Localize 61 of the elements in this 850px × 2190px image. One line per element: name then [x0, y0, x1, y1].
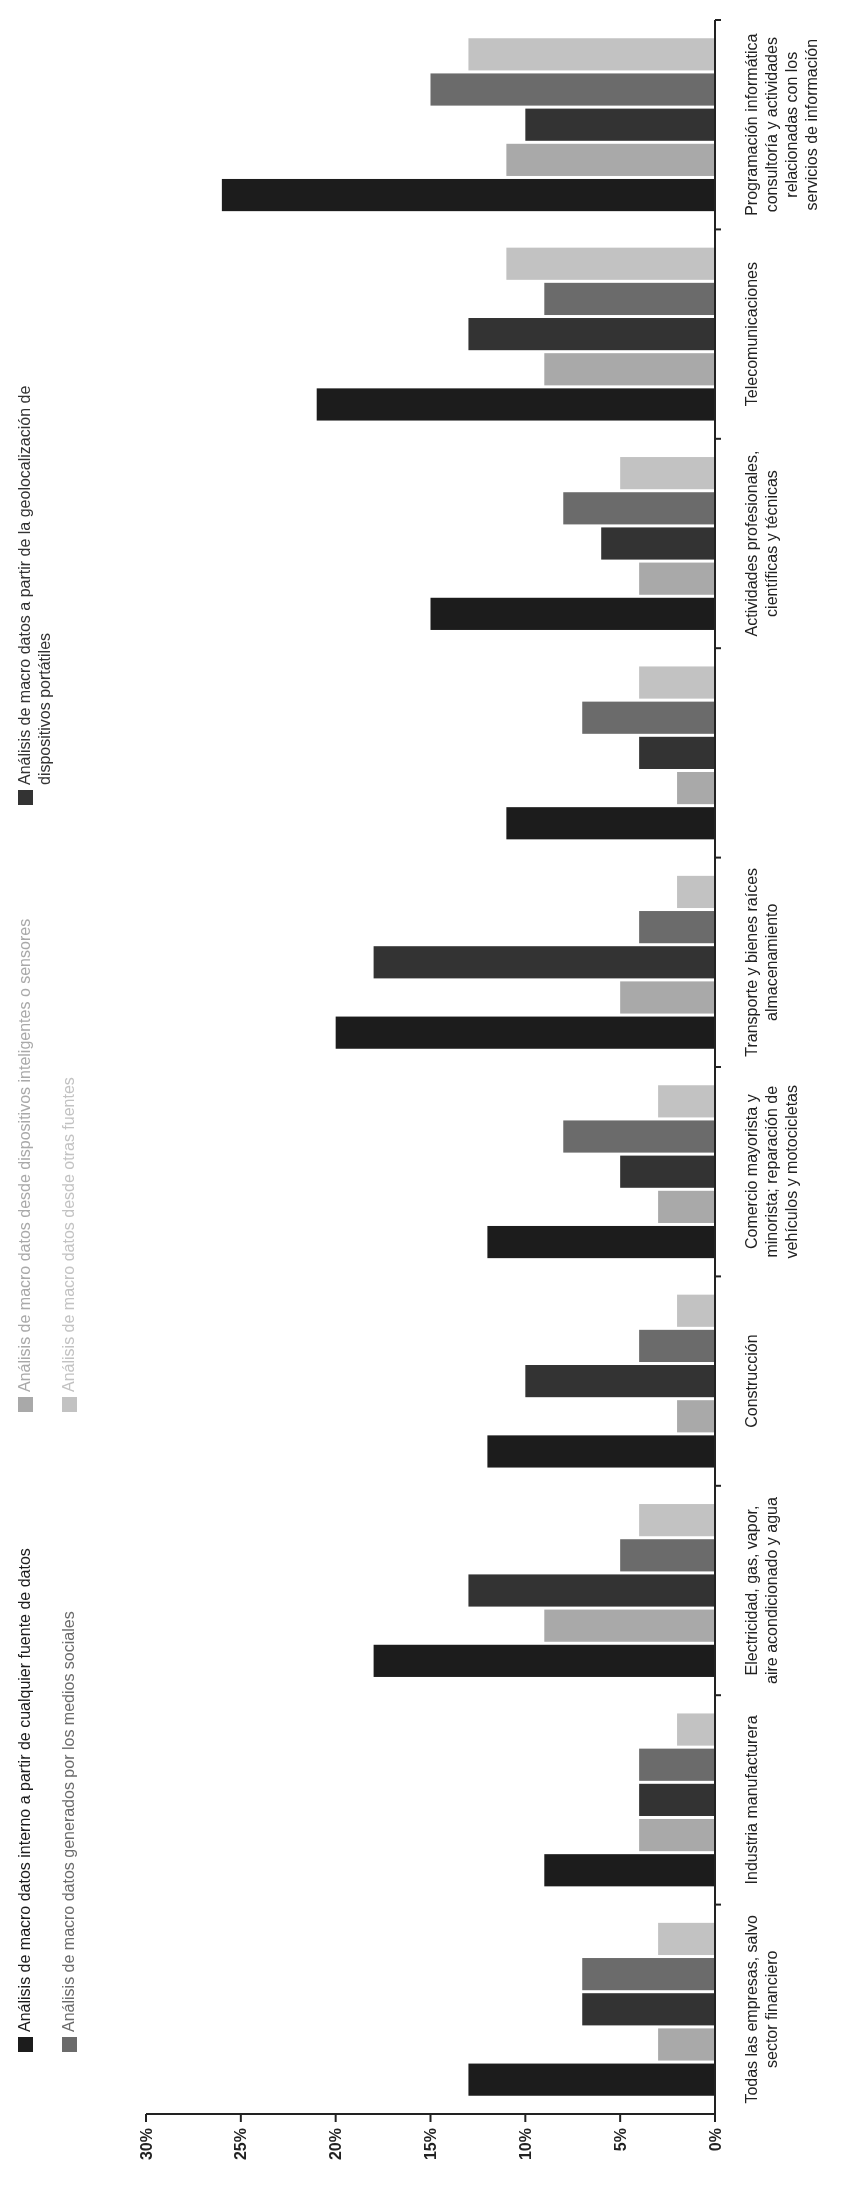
bar: [430, 73, 715, 106]
bar: [373, 946, 715, 979]
bar: [677, 1294, 715, 1327]
bar: [563, 492, 715, 525]
x-tick-label: 20%: [327, 2128, 345, 2161]
bar: [506, 247, 715, 280]
y-tick-label: Electricidad, gas, vapor, aire acondicionado y agua: [743, 1497, 780, 1684]
y-tick-label: Programación informática consultoría y actividades relacionadas con los servicios de información: [743, 33, 820, 216]
bar: [677, 1713, 715, 1746]
x-tick-label: 25%: [232, 2128, 250, 2161]
bar: [658, 2028, 715, 2061]
x-tick-label: 30%: [137, 2128, 155, 2161]
bar: [658, 1085, 715, 1118]
bar: [468, 1574, 715, 1607]
bar: [563, 1120, 715, 1153]
bar: [506, 143, 715, 176]
bar: [658, 1190, 715, 1223]
x-tick-label: 10%: [516, 2128, 534, 2161]
y-tick-label: Industria manufacturera: [743, 1715, 760, 1885]
bar: [639, 1504, 715, 1537]
bar: [601, 527, 715, 560]
bar: [639, 1329, 715, 1363]
y-tick-label: Transporte y bienes raíces almacenamiento: [743, 867, 780, 1057]
y-tick-label: Telecomunicaciones: [743, 262, 760, 407]
bar: [639, 1748, 715, 1781]
bar: [525, 108, 715, 141]
bar: [582, 1993, 715, 2026]
bar: [525, 1365, 715, 1398]
bar: [544, 1609, 715, 1642]
bar: [582, 701, 715, 734]
text: Análisis de macro datos desde otras fuentes: [60, 1077, 77, 1392]
text: Análisis de macro datos interno a partir de cualquier fuente de datos: [16, 1548, 33, 2032]
bar: [544, 282, 715, 316]
y-tick-label: Actividades profesionales, científicas y técnicas: [743, 450, 780, 637]
bar: [468, 318, 715, 351]
bar: [620, 981, 715, 1014]
text: Análisis de macro datos generados por los medios sociales: [60, 1611, 77, 2032]
bar: [658, 1922, 715, 1956]
y-tick-label: Comercio mayorista y minorista; reparación de vehículos y motocicletas: [743, 1085, 800, 1259]
x-tick-label: 0%: [706, 2128, 724, 2152]
bar: [639, 1818, 715, 1852]
bar: [677, 1400, 715, 1433]
bar: [677, 875, 715, 909]
bar: [639, 562, 715, 595]
bar: [639, 736, 715, 769]
bar: [544, 353, 715, 386]
bar: [582, 1958, 715, 1991]
bar: [468, 38, 715, 71]
text: Análisis de macro datos desde dispositivos inteligentes o sensores: [16, 918, 33, 1392]
text: Análisis de macro datos a partir de la geolocalización de dispositivos portátiles: [16, 385, 53, 785]
x-tick-label: 5%: [611, 2128, 629, 2152]
bar: [620, 457, 715, 490]
bar: [620, 1155, 715, 1188]
bar: [620, 1539, 715, 1572]
bar: [639, 911, 715, 944]
bar: [677, 771, 715, 805]
bar: [639, 1783, 715, 1816]
x-tick-label: 15%: [422, 2128, 440, 2161]
y-tick-label: Construcción: [743, 1334, 760, 1428]
bar: [639, 666, 715, 699]
y-tick-label: Todas las empresas, salvo sector financiero: [743, 1914, 780, 2104]
